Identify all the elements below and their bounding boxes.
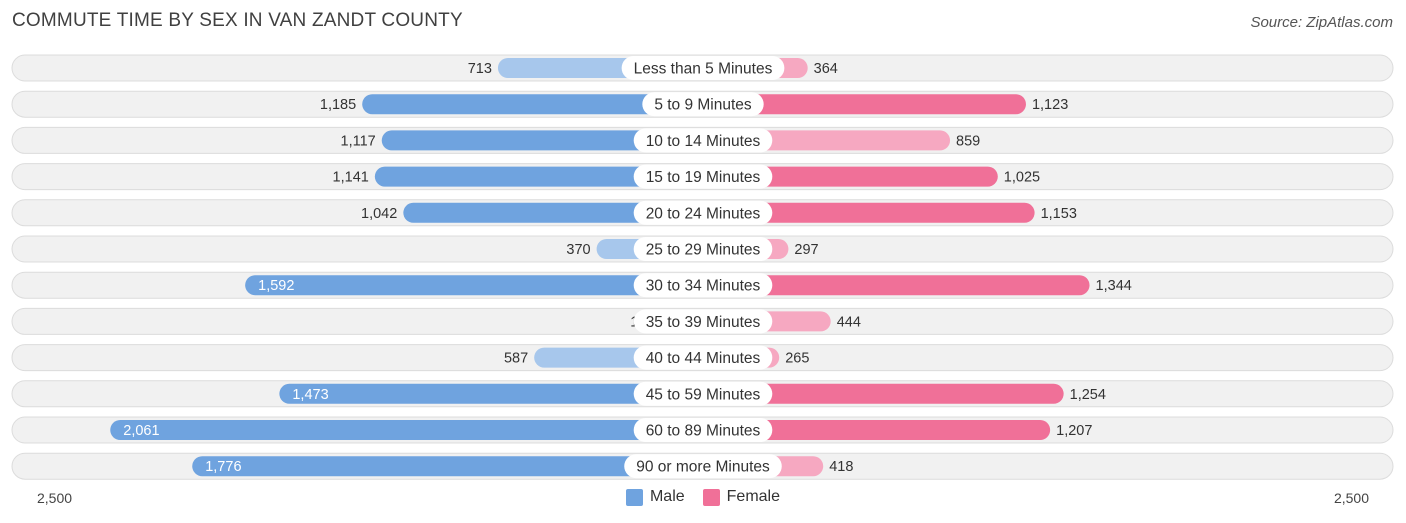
value-label-female: 418: [829, 459, 853, 475]
legend-label-male: Male: [649, 488, 685, 505]
bar-female[interactable]: [703, 420, 1051, 440]
category-pill: [633, 237, 773, 261]
bar-male[interactable]: [279, 383, 703, 404]
bar-row: 1,473 1,254 45 to 59 Minutes: [11, 380, 1394, 408]
value-label-female: 1,153: [1041, 206, 1077, 222]
bar-row: 370 297 25 to 29 Minutes: [11, 235, 1394, 263]
bar-male[interactable]: [403, 202, 703, 223]
bar-male[interactable]: [362, 94, 703, 115]
bar-female[interactable]: [703, 202, 1035, 223]
category-label: 15 to 19 Minutes: [646, 169, 761, 186]
value-label-male: 1,042: [361, 206, 397, 222]
value-label-female: 265: [785, 351, 809, 367]
category-pill: [642, 92, 764, 117]
value-label-male: 370: [566, 242, 590, 258]
bar-row: 1,776 418 90 or more Minutes: [11, 452, 1394, 480]
category-pill: [633, 200, 773, 225]
value-label-male: 587: [504, 351, 528, 367]
legend-item-male[interactable]: Male: [625, 488, 685, 506]
value-label-female: 1,207: [1056, 423, 1092, 439]
bar-male[interactable]: [110, 420, 703, 440]
category-label: 10 to 14 Minutes: [646, 133, 761, 150]
value-label-female: 1,025: [1004, 170, 1040, 186]
category-label: 20 to 24 Minutes: [646, 205, 761, 222]
bar-row: 587 265 40 to 44 Minutes: [11, 344, 1394, 372]
value-label-female: 297: [794, 242, 818, 258]
value-label-male: 1,473: [292, 387, 328, 403]
value-label-male: 1,185: [320, 97, 356, 113]
chart-title: COMMUTE TIME BY SEX IN VAN ZANDT COUNTY: [12, 10, 463, 31]
value-label-male: 1,141: [333, 170, 369, 186]
value-label-female: 1,123: [1032, 97, 1068, 113]
value-label-male: 2,061: [123, 423, 159, 439]
bar-row: 1,141 1,025 15 to 19 Minutes: [11, 163, 1394, 191]
category-pill: [633, 381, 773, 406]
legend-swatch-male: [625, 488, 643, 506]
value-label-female: 1,344: [1096, 278, 1132, 294]
category-pill: [633, 345, 773, 370]
category-pill: [633, 309, 773, 334]
value-label-female: 364: [814, 61, 838, 77]
value-label-female: 444: [837, 314, 861, 330]
bar-row: 1,592 1,344 30 to 34 Minutes: [11, 271, 1394, 299]
category-label: 35 to 39 Minutes: [646, 314, 761, 331]
bar-female[interactable]: [703, 166, 998, 187]
category-label: 45 to 59 Minutes: [646, 386, 761, 403]
category-pill: [624, 454, 782, 479]
value-label-female: 1,254: [1070, 387, 1106, 403]
axis-label-right: 2,500: [1333, 490, 1369, 506]
value-label-male: 1,776: [205, 459, 241, 475]
bar-male[interactable]: [374, 166, 703, 187]
category-label: 5 to 9 Minutes: [654, 97, 752, 114]
category-pill: [633, 128, 773, 153]
bar-female[interactable]: [703, 275, 1090, 296]
category-label: Less than 5 Minutes: [634, 61, 773, 78]
bar-row: 14844435 to 39 Minutes: [11, 307, 1394, 335]
bar-row: 2,061 1,207 60 to 89 Minutes: [11, 416, 1394, 444]
bar-male[interactable]: [245, 275, 703, 296]
legend-swatch-female: [702, 488, 720, 506]
bar-row: 1,042 1,153 20 to 24 Minutes: [11, 199, 1394, 227]
value-label-male: 1,117: [341, 133, 376, 149]
category-pill: [633, 418, 773, 442]
category-label: 30 to 34 Minutes: [646, 278, 761, 295]
source-credit: Source: ZipAtlas.com: [1250, 14, 1393, 31]
category-pill: [633, 164, 773, 189]
bar-female[interactable]: [703, 383, 1064, 404]
category-label: 40 to 44 Minutes: [646, 350, 761, 367]
value-label-female: 859: [956, 133, 980, 149]
category-pill: [621, 56, 785, 80]
legend-label-female: Female: [726, 488, 781, 505]
bar-row: 1,117 859 10 to 14 Minutes: [11, 126, 1394, 154]
category-label: 25 to 29 Minutes: [646, 242, 761, 259]
axis-label-left: 2,500: [37, 490, 73, 506]
bar-female[interactable]: [703, 94, 1026, 115]
bar-male[interactable]: [381, 130, 703, 151]
value-label-male: 1,592: [258, 278, 294, 294]
category-label: 60 to 89 Minutes: [646, 423, 761, 440]
bar-male[interactable]: [192, 456, 703, 477]
bar-row: 1,185 1,123 5 to 9 Minutes: [11, 90, 1394, 118]
category-pill: [633, 273, 773, 298]
category-label: 90 or more Minutes: [636, 459, 770, 476]
bar-row: 713 364 Less than 5 Minutes: [11, 54, 1394, 82]
value-label-male: 713: [468, 61, 492, 77]
legend-item-female[interactable]: Female: [702, 488, 781, 506]
legend: Male Female: [0, 488, 1406, 506]
